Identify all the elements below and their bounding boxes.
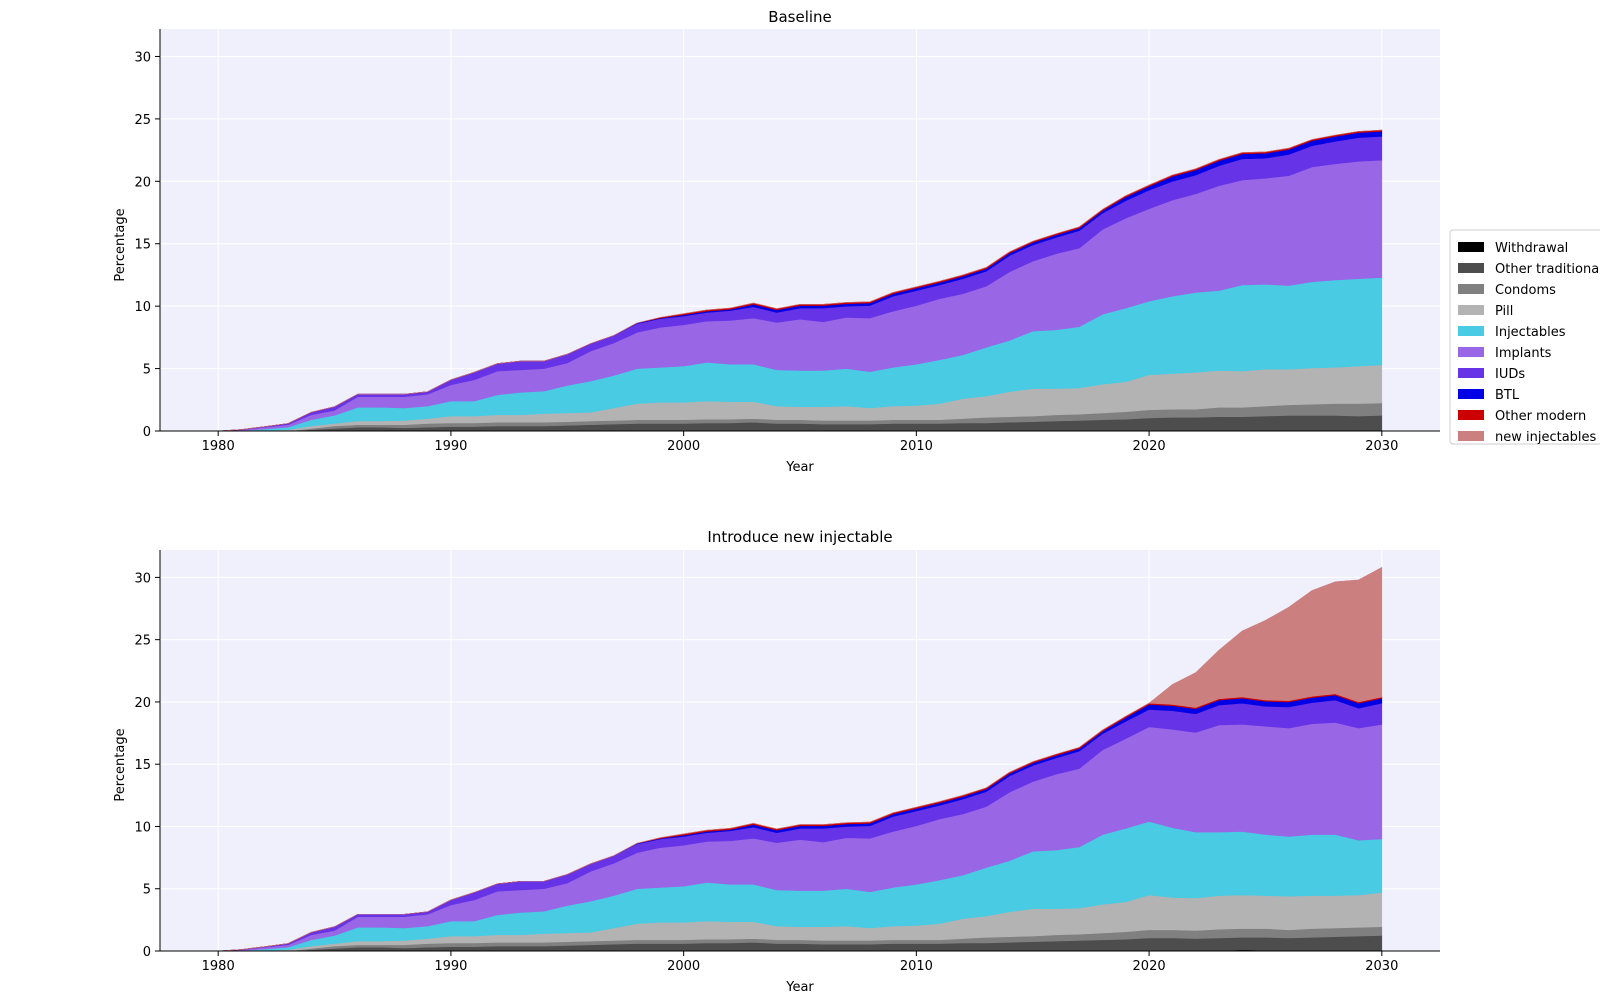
x-tick-label: 1980	[202, 439, 235, 454]
legend-label-iuds: IUDs	[1495, 367, 1525, 382]
x-tick-label: 2000	[667, 959, 700, 974]
y-tick-label: 0	[143, 945, 151, 960]
y-axis-label: Percentage	[113, 208, 128, 281]
legend-label-withdrawal: Withdrawal	[1495, 241, 1568, 256]
legend-label-btl: BTL	[1495, 388, 1520, 403]
y-tick-label: 10	[134, 820, 151, 835]
x-tick-label: 1990	[434, 959, 467, 974]
y-tick-label: 20	[134, 175, 151, 190]
x-tick-label: 2030	[1365, 439, 1398, 454]
chart-legend: Withdrawal Other traditional Condoms Pill In…	[1449, 229, 1600, 445]
area-series-new-injectables	[218, 566, 1383, 952]
legend-label-new-injectables: new injectables	[1495, 430, 1597, 445]
area-series-new-injectables	[218, 129, 1382, 432]
chart-panel-new-injectable: 1980 1990 2000 2010 2020 2030 0 5 10 15 20 25 30 Int…	[113, 528, 1440, 995]
chart-title: Baseline	[768, 8, 832, 26]
y-tick-label: 30	[134, 50, 151, 65]
x-axis-label: Year	[785, 460, 814, 475]
x-axis-label: Year	[785, 980, 814, 995]
y-tick-label: 0	[143, 425, 151, 440]
legend-label-pill: Pill	[1495, 304, 1513, 319]
x-tick-label: 2020	[1133, 959, 1166, 974]
plot-area: 1980 1990 2000 2010 2020 2030 0 5 10 15 20 25 30	[134, 550, 1440, 974]
legend-swatch-other-traditional	[1458, 263, 1484, 273]
y-tick-label: 30	[134, 571, 151, 586]
x-tick-label: 2010	[900, 959, 933, 974]
y-tick-label: 20	[134, 696, 151, 711]
y-tick-label: 25	[134, 113, 151, 128]
x-tick-label: 2020	[1133, 439, 1166, 454]
y-tick-label: 15	[134, 238, 151, 253]
chart-panel-baseline: 1980 1990 2000 2010 2020 2030 0 5 10 15 20 25 30 Bas…	[113, 8, 1440, 475]
legend-label-implants: Implants	[1495, 346, 1552, 361]
legend-swatch-injectables	[1458, 326, 1484, 336]
legend-swatch-btl	[1458, 389, 1484, 399]
x-tick-label: 1980	[202, 959, 235, 974]
legend-swatch-new-injectables	[1458, 431, 1484, 441]
legend-label-other-traditional: Other traditional	[1495, 262, 1600, 277]
x-tick-label: 2030	[1365, 959, 1398, 974]
legend-swatch-other-modern	[1458, 410, 1484, 420]
legend-label-injectables: Injectables	[1495, 325, 1566, 340]
legend-swatch-withdrawal	[1458, 242, 1484, 252]
y-tick-label: 5	[143, 883, 151, 898]
plot-area: 1980 1990 2000 2010 2020 2030 0 5 10 15 20 25 30	[134, 29, 1440, 454]
x-tick-label: 1990	[434, 439, 467, 454]
x-tick-label: 2000	[667, 439, 700, 454]
legend-label-condoms: Condoms	[1495, 283, 1556, 298]
legend-label-other-modern: Other modern	[1495, 409, 1586, 424]
legend-swatch-implants	[1458, 347, 1484, 357]
y-tick-label: 25	[134, 634, 151, 649]
y-axis-label: Percentage	[113, 728, 128, 801]
chart-title: Introduce new injectable	[707, 528, 892, 546]
y-tick-label: 10	[134, 300, 151, 315]
legend-swatch-condoms	[1458, 284, 1484, 294]
y-tick-label: 15	[134, 758, 151, 773]
legend-frame	[1449, 229, 1600, 445]
x-tick-label: 2010	[900, 439, 933, 454]
legend-swatch-iuds	[1458, 368, 1484, 378]
y-tick-label: 5	[143, 363, 151, 378]
legend-swatch-pill	[1458, 305, 1484, 315]
